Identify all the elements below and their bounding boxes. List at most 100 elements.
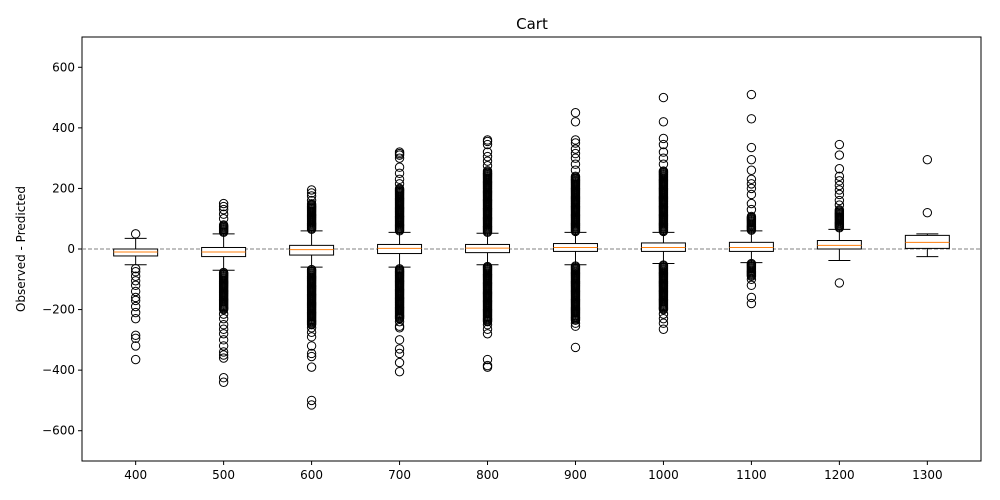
- outlier-point: [482, 324, 493, 334]
- outlier-point: [394, 335, 405, 345]
- y-tick-label: −200: [42, 303, 75, 317]
- outlier-point: [394, 348, 405, 359]
- outlier-point: [658, 147, 669, 157]
- outlier-point: [658, 153, 669, 163]
- y-tick-label: 200: [52, 181, 75, 195]
- outlier-point: [218, 347, 229, 357]
- outlier-point: [218, 324, 229, 334]
- outlier-point: [130, 276, 141, 286]
- outlier-point: [306, 191, 317, 201]
- outlier-point: [746, 154, 757, 165]
- outlier-point: [130, 341, 141, 351]
- outlier-point: [834, 180, 845, 191]
- outlier-point: [570, 171, 581, 182]
- outlier-point: [218, 214, 229, 224]
- outlier-point: [746, 89, 757, 100]
- outlier-point: [746, 174, 757, 185]
- outlier-point: [746, 198, 757, 209]
- outlier-point: [130, 271, 141, 281]
- outlier-point: [746, 189, 757, 200]
- outlier-point: [306, 400, 317, 410]
- outlier-point: [746, 183, 757, 194]
- outlier-point: [746, 292, 757, 303]
- y-tick-label: −600: [42, 424, 75, 438]
- outlier-point: [746, 142, 757, 153]
- box: [377, 243, 423, 255]
- outlier-point: [218, 329, 229, 339]
- outlier-point: [482, 354, 493, 365]
- outlier-point: [658, 318, 669, 328]
- chart-title: Cart: [516, 15, 548, 33]
- outlier-point: [218, 209, 229, 219]
- outlier-point: [130, 292, 141, 303]
- outlier-point: [306, 323, 317, 333]
- outlier-point: [658, 159, 669, 169]
- outlier-point: [746, 211, 757, 222]
- outlier-point: [218, 220, 229, 230]
- outlier-point: [482, 151, 493, 162]
- outlier-point: [834, 189, 845, 200]
- outlier-point: [394, 174, 405, 185]
- y-tick-label: 0: [67, 242, 75, 256]
- outlier-point: [130, 295, 141, 306]
- outlier-point: [834, 150, 845, 160]
- outlier-point: [834, 195, 845, 206]
- outlier-point: [130, 286, 141, 297]
- outlier-point: [306, 332, 317, 342]
- y-axis-label: Observed - Predicted: [14, 186, 28, 312]
- outlier-point: [306, 351, 317, 362]
- outlier-point: [834, 205, 845, 215]
- y-tick-label: 400: [52, 121, 75, 135]
- outlier-point: [658, 166, 669, 176]
- outlier-point: [570, 153, 581, 163]
- x-tick-label: 500: [212, 468, 235, 482]
- outlier-point: [306, 362, 317, 372]
- outlier-point: [130, 313, 141, 324]
- outlier-point: [218, 201, 229, 212]
- outlier-point: [218, 313, 229, 324]
- outlier-point: [834, 200, 845, 210]
- outlier-point: [306, 185, 317, 195]
- outlier-point: [570, 144, 581, 154]
- outlier-point: [394, 162, 405, 172]
- outlier-point: [570, 342, 581, 353]
- outlier-point: [746, 280, 757, 291]
- outlier-point: [394, 153, 405, 163]
- outlier-point: [570, 108, 581, 118]
- outlier-point: [570, 117, 581, 127]
- box: [289, 244, 335, 256]
- outlier-point: [658, 324, 669, 334]
- outlier-point: [658, 313, 669, 324]
- outlier-point: [570, 159, 581, 169]
- outlier-point: [570, 135, 581, 145]
- outlier-point: [218, 341, 229, 351]
- y-tick-label: −400: [42, 363, 75, 377]
- outlier-point: [570, 138, 581, 148]
- x-tick-label: 1000: [648, 468, 679, 482]
- outlier-point: [218, 373, 229, 383]
- outlier-point: [570, 318, 581, 328]
- outlier-point: [658, 117, 669, 127]
- outlier-point: [394, 316, 405, 327]
- outlier-point: [834, 278, 845, 288]
- y-tick-label: 600: [52, 60, 75, 74]
- x-tick-label: 700: [388, 468, 411, 482]
- outlier-point: [394, 179, 405, 189]
- outlier-point: [130, 301, 141, 312]
- outlier-point: [130, 330, 141, 341]
- outlier-point: [658, 133, 669, 144]
- outlier-point: [482, 166, 493, 176]
- outlier-point: [658, 309, 669, 319]
- outlier-point: [746, 165, 757, 175]
- outlier-point: [218, 198, 229, 209]
- outlier-point: [218, 204, 229, 215]
- outlier-point: [482, 147, 493, 157]
- outlier-point: [130, 354, 141, 365]
- outlier-point: [482, 362, 493, 372]
- outlier-point: [130, 280, 141, 291]
- outlier-point: [130, 267, 141, 277]
- outlier-point: [306, 348, 317, 359]
- outlier-point: [394, 147, 405, 157]
- outlier-point: [746, 298, 757, 309]
- outlier-point: [482, 320, 493, 330]
